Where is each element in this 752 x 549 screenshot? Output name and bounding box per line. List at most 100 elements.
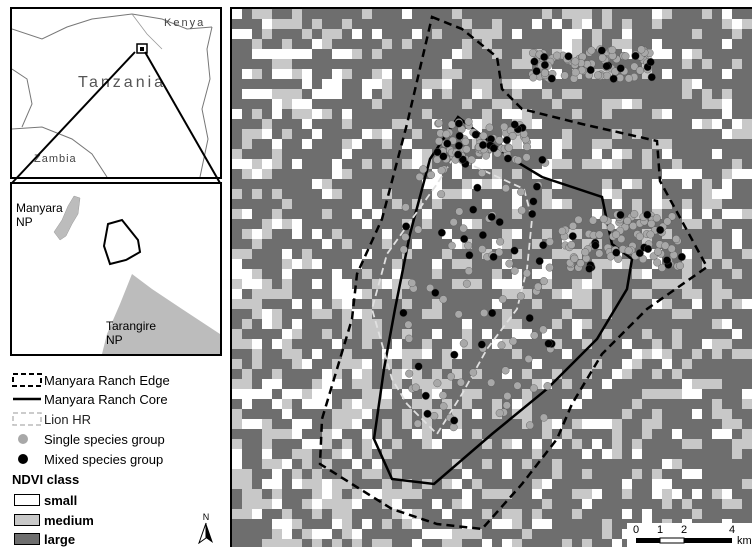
mixed-species-point (473, 183, 482, 192)
legend-label-lion-hr: Lion HR (44, 411, 91, 427)
mixed-species-point (488, 309, 497, 318)
single-species-point (426, 284, 435, 293)
mixed-species-point (656, 225, 665, 234)
single-species-point (505, 259, 514, 268)
single-species-point (485, 123, 494, 132)
single-species-point (672, 235, 681, 244)
single-species-point (480, 309, 489, 318)
mixed-species-point (646, 58, 655, 67)
single-species-point (514, 156, 523, 165)
single-species-point (598, 53, 607, 62)
mixed-species-point (538, 155, 547, 164)
single-species-point (522, 269, 531, 278)
single-species-point (501, 184, 510, 193)
scale-tick-2: 2 (681, 524, 687, 536)
mixed-species-point (460, 234, 469, 243)
single-species-point (459, 224, 468, 233)
single-species-point (437, 190, 446, 199)
mixed-species-point (540, 61, 549, 70)
legend-label-edge: Manyara Ranch Edge (44, 372, 170, 388)
single-species-point (426, 170, 435, 179)
single-species-point (401, 233, 410, 242)
single-species-point (589, 216, 598, 225)
mixed-species-point (532, 182, 541, 191)
single-species-point (594, 71, 603, 80)
single-species-point (529, 73, 538, 82)
mixed-species-point (469, 205, 478, 214)
single-species-point (404, 334, 413, 343)
single-species-point (630, 209, 639, 218)
single-species-point (414, 225, 423, 234)
mixed-species-point (525, 314, 534, 323)
mixed-species-point (547, 74, 556, 83)
mixed-species-point (454, 141, 463, 150)
mixed-species-point (478, 231, 487, 240)
single-species-point (415, 172, 424, 181)
mixed-species-point (454, 150, 463, 159)
single-species-point (464, 241, 473, 250)
single-species-point (653, 258, 662, 267)
single-species-point (503, 392, 512, 401)
mixed-species-point (591, 241, 600, 250)
single-species-point (459, 339, 468, 348)
single-species-point (653, 247, 662, 256)
single-species-point (524, 355, 533, 364)
mixed-species-point (465, 251, 474, 260)
ranch-outline (102, 218, 142, 266)
mixed-species-point (540, 53, 549, 62)
single-species-point (517, 187, 526, 196)
mixed-species-point (458, 155, 467, 164)
legend-item-edge: Manyara Ranch Edge (12, 371, 170, 389)
single-species-point (497, 341, 506, 350)
single-species-point (487, 378, 496, 387)
single-species-point (501, 366, 510, 375)
mixed-species-point (635, 249, 644, 258)
single-species-point (479, 131, 488, 140)
single-species-point (539, 277, 548, 286)
single-species-point (560, 71, 569, 80)
mixed-species-point (487, 212, 496, 221)
mixed-species-point (616, 210, 625, 219)
single-species-point (462, 279, 471, 288)
legend-item-single: Single species group (12, 430, 165, 448)
single-species-point (599, 214, 608, 223)
mixed-species-point (612, 248, 621, 257)
single-species-point (540, 69, 549, 78)
single-species-point (435, 119, 444, 128)
single-species-point (477, 168, 486, 177)
mixed-species-point (644, 244, 653, 253)
single-species-point (449, 423, 458, 432)
single-species-point (446, 372, 455, 381)
mixed-species-point (502, 136, 511, 145)
single-species-point (587, 46, 596, 55)
single-species-point (663, 217, 672, 226)
mixed-species-point (455, 131, 464, 140)
legend-item-lion-hr: Lion HR (12, 410, 91, 428)
single-species-point (526, 421, 535, 430)
north-arrow: N (197, 512, 215, 546)
mixed-species-point (439, 152, 448, 161)
mixed-species-point (454, 119, 463, 128)
single-species-point (516, 292, 525, 301)
mixed-species-point (489, 144, 498, 153)
single-species-point (442, 130, 451, 139)
single-species-point (661, 241, 670, 250)
single-species-point (606, 252, 615, 261)
tarangire-np-shape (102, 274, 220, 354)
single-species-point (433, 379, 442, 388)
mixed-species-point (539, 241, 548, 250)
mixed-species-point (532, 67, 541, 76)
single-species-point (510, 266, 519, 275)
legend-label-single: Single species group (44, 431, 165, 447)
mixed-species-point (609, 74, 618, 83)
single-species-point (439, 295, 448, 304)
lion-hr-boundary (371, 155, 533, 436)
mixed-species-point (402, 222, 411, 231)
mixed-species-point (489, 252, 498, 261)
single-species-point (545, 237, 554, 246)
ranch-edge-boundary (318, 15, 709, 531)
single-species-point (517, 206, 526, 215)
single-species-point (437, 166, 446, 175)
regional-inset-map: Kenya Tanzania Zambia (10, 7, 222, 179)
single-species-point (646, 230, 655, 239)
